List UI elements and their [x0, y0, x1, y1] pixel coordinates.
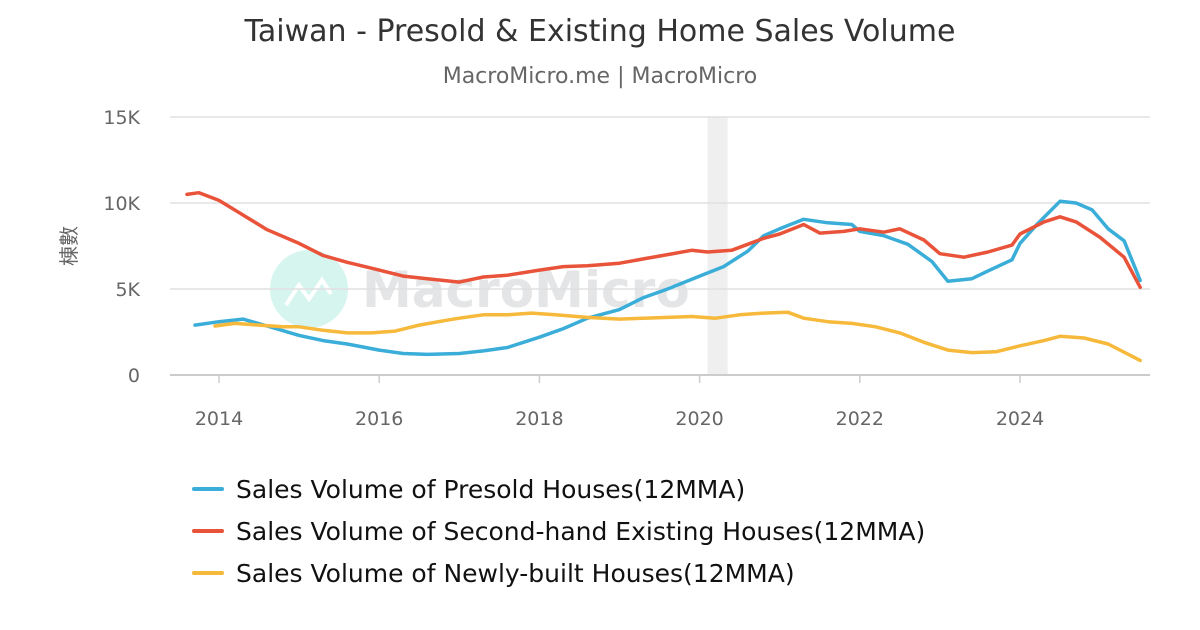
y-tick-label: 15K — [103, 107, 140, 129]
legend-item[interactable]: Sales Volume of Newly-built Houses(12MMA… — [192, 552, 925, 594]
x-tick-label: 2018 — [515, 408, 563, 430]
x-tick-label: 2014 — [195, 408, 243, 430]
chart-title: Taiwan - Presold & Existing Home Sales V… — [244, 14, 956, 49]
watermark-chart-icon — [284, 276, 333, 307]
y-axis-label: 棟數 — [57, 226, 81, 266]
legend-label: Sales Volume of Presold Houses(12MMA) — [236, 474, 746, 504]
y-tick-label: 5K — [115, 279, 140, 301]
series-line-1 — [193, 199, 1142, 357]
watermark-text: MacroMicro — [362, 261, 690, 319]
legend-swatch — [192, 571, 224, 575]
legend-label: Sales Volume of Second-hand Existing Hou… — [236, 516, 926, 546]
legend: Sales Volume of Presold Houses(12MMA) Sal… — [192, 468, 925, 594]
legend-swatch — [192, 487, 224, 491]
series-line-2 — [185, 190, 1142, 290]
y-tick-label: 0 — [128, 365, 140, 387]
x-tick-label: 2022 — [836, 408, 884, 430]
series-line-3 — [213, 310, 1142, 363]
legend-item[interactable]: Sales Volume of Presold Houses(12MMA) — [192, 468, 925, 510]
x-tick-label: 2016 — [355, 408, 403, 430]
x-tick-label: 2020 — [675, 408, 723, 430]
legend-swatch — [192, 529, 224, 533]
y-tick-label: 10K — [103, 193, 140, 215]
legend-label: Sales Volume of Newly-built Houses(12MMA… — [236, 558, 795, 588]
shaded-band — [707, 117, 728, 375]
chart-subtitle: MacroMicro.me | MacroMicro — [442, 64, 758, 89]
x-tick-label: 2024 — [996, 408, 1044, 430]
legend-item[interactable]: Sales Volume of Second-hand Existing Hou… — [192, 510, 925, 552]
